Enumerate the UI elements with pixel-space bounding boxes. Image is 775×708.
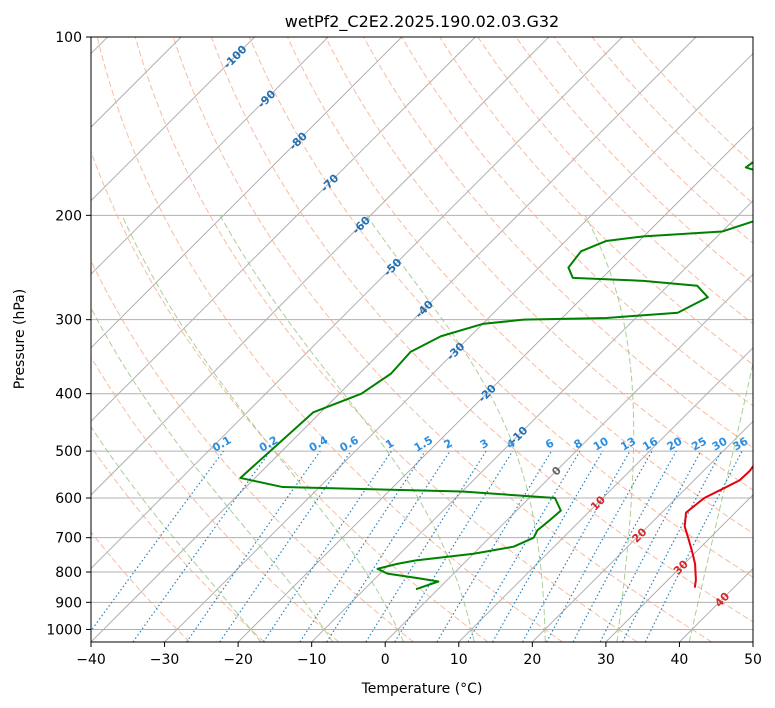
- moist-adiabat: [688, 360, 753, 642]
- y-tick-label: 200: [55, 208, 82, 224]
- dry-adiabat: [401, 37, 753, 407]
- moist-adiabat: [219, 215, 475, 642]
- dry-adiabat: [629, 37, 753, 165]
- mixing-ratio-line: [186, 450, 321, 642]
- isotherm-label: -20: [476, 382, 499, 405]
- isotherm-gridline: [752, 641, 753, 642]
- isotherm-gridline: [458, 347, 753, 642]
- moist-adiabat: [91, 307, 334, 642]
- x-tick-label: −30: [150, 652, 180, 668]
- isotherm-gridline: [237, 126, 753, 642]
- y-tick-label: 500: [55, 444, 82, 460]
- dry-adiabat: [91, 445, 265, 642]
- y-tick-label: 900: [55, 595, 82, 611]
- dry-adiabat: [325, 37, 753, 491]
- dry-adiabat: [134, 37, 638, 642]
- isotherm-label: 0: [549, 464, 564, 479]
- isotherm-label: -50: [381, 256, 404, 279]
- dry-adiabat: [287, 37, 753, 534]
- dry-adiabat: [91, 150, 489, 642]
- mixing-ratio-line: [644, 450, 743, 642]
- isotherm-gridline: [91, 37, 697, 642]
- mixing-ratio-line: [219, 450, 352, 642]
- x-tick-label: −40: [76, 652, 106, 668]
- y-tick-label: 600: [55, 491, 82, 507]
- dry-adiabat: [591, 37, 753, 205]
- dewpoint-profile-line: [239, 160, 753, 591]
- x-tick-label: 10: [450, 652, 468, 668]
- dry-adiabat: [91, 531, 191, 642]
- mixing-ratio-label: 3: [478, 437, 491, 452]
- mixing-ratio-line: [326, 450, 451, 642]
- moist-adiabat: [91, 425, 262, 642]
- mixing-ratio-line: [521, 450, 631, 642]
- dry-adiabat: [91, 356, 340, 642]
- plot-area: [91, 37, 753, 642]
- mixing-ratio-line: [394, 450, 514, 642]
- mixing-ratio-line: [572, 450, 677, 642]
- isotherm-gridline: [311, 199, 753, 642]
- dry-adiabat: [515, 37, 753, 284]
- y-axis-label: Pressure (hPa): [12, 289, 28, 389]
- x-tick-label: 0: [381, 652, 390, 668]
- x-tick-label: 20: [523, 652, 541, 668]
- dry-adiabat: [553, 37, 753, 244]
- y-tick-label: 700: [55, 531, 82, 547]
- plot-frame: [90, 36, 754, 643]
- isotherm-gridline: [91, 37, 329, 275]
- mixing-ratio-line: [599, 450, 702, 642]
- dry-adiabat: [439, 37, 753, 366]
- x-tick-label: 50: [744, 652, 762, 668]
- x-axis-label: Temperature (°C): [361, 681, 483, 697]
- temperature-profile-line: [683, 464, 753, 588]
- dry-adiabat: [477, 37, 753, 325]
- y-tick-label: 800: [55, 565, 82, 581]
- isotherm-gridline: [91, 37, 623, 570]
- mixing-ratio-line: [436, 450, 553, 642]
- mixing-ratio-line: [492, 450, 604, 642]
- mixing-ratio-line: [546, 450, 653, 642]
- mixing-ratio-line: [132, 450, 271, 642]
- isotherm-label: -90: [255, 87, 278, 110]
- isotherm-gridline: [164, 52, 753, 642]
- isotherm-gridline: [531, 420, 753, 642]
- mixing-ratio-line: [467, 450, 581, 642]
- x-tick-label: 30: [597, 652, 615, 668]
- dry-adiabat: [363, 37, 753, 449]
- isotherm-gridline: [91, 37, 476, 423]
- mixing-ratio-line: [365, 450, 487, 642]
- moist-adiabat: [584, 215, 635, 642]
- moist-adiabat: [366, 215, 546, 642]
- chart-title: wetPf2_C2E2.2025.190.02.03.G32: [285, 12, 559, 32]
- isotherm-gridline: [384, 273, 753, 642]
- x-tick-label: −20: [223, 652, 253, 668]
- y-tick-label: 100: [55, 30, 82, 46]
- dry-adiabat: [172, 37, 713, 642]
- moist-adiabat: [121, 215, 405, 642]
- isotherm-gridline: [679, 567, 753, 642]
- isotherm-gridline: [91, 37, 403, 349]
- isotherm-gridline: [91, 37, 256, 202]
- isotherm-label: 20: [629, 525, 649, 545]
- x-tick-label: −10: [297, 652, 327, 668]
- y-tick-label: 300: [55, 313, 82, 329]
- mixing-ratio-line: [91, 450, 225, 632]
- mixing-ratio-label: 6: [543, 436, 556, 451]
- y-tick-label: 400: [55, 387, 82, 403]
- dry-adiabat: [91, 259, 414, 642]
- mixing-ratio-label: 2: [442, 437, 455, 452]
- isotherm-gridline: [605, 494, 753, 642]
- dry-adiabat: [248, 37, 753, 578]
- x-tick-label: 40: [671, 652, 689, 668]
- dry-adiabat: [210, 37, 753, 623]
- dry-adiabat: [96, 37, 563, 642]
- y-tick-label: 1000: [46, 622, 82, 638]
- isotherm-gridline: [91, 37, 550, 496]
